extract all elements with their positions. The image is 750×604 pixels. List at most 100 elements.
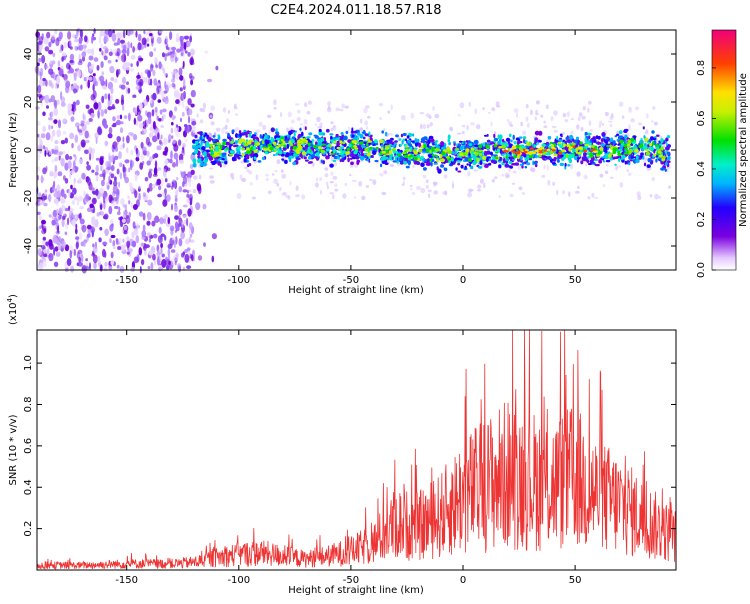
colorbar-tick-label: 0.0 <box>696 262 707 278</box>
spectrogram-peak-cell <box>494 151 499 154</box>
spectrogram-peak-cell <box>566 155 569 158</box>
spectrogram-noise-cell <box>46 105 49 109</box>
spectrogram-noise-cell <box>188 193 193 202</box>
x-tick-label: -150 <box>115 275 138 286</box>
spectrogram-haze-cell <box>498 195 501 199</box>
spectrogram-noise-cell <box>54 164 58 173</box>
spectrogram-band-cell <box>594 163 597 166</box>
spectrogram-band-cell <box>286 143 290 149</box>
spectrogram-noise-cell <box>93 28 96 34</box>
spectrogram-haze-cell <box>570 118 574 121</box>
spectrogram-haze-cell <box>316 116 321 122</box>
spectrogram-peak-cell <box>478 152 483 157</box>
spectrogram-noise-cell <box>108 205 113 215</box>
spectrogram-band-cell <box>311 139 315 142</box>
spectrogram-noise-cell <box>81 224 87 233</box>
spectrogram-band-cell <box>651 130 655 134</box>
spectrogram-haze-cell <box>467 192 472 198</box>
spectrogram-band-cell <box>454 157 459 161</box>
spectrogram-band-cell <box>624 160 627 165</box>
spectrogram-peak-cell <box>417 154 421 158</box>
spectrogram-band-cell <box>516 140 521 144</box>
spectrogram-noise-cell <box>164 235 167 241</box>
spectrogram-band-cell <box>374 159 379 163</box>
spectrogram-band-cell <box>498 134 503 140</box>
spectrogram-peak-cell <box>624 147 628 151</box>
spectrogram-band-cell <box>336 142 340 146</box>
spectrogram-noise-cell <box>130 202 133 209</box>
spectrogram-band-cell <box>597 135 601 140</box>
colorbar-ticks: 0.00.20.40.60.8 <box>696 60 716 278</box>
spectrogram-peak-cell <box>413 151 418 155</box>
spectrogram-band-cell <box>534 154 538 159</box>
spectrogram-noise-cell <box>91 169 95 173</box>
spectrogram-noise-cell <box>112 240 116 247</box>
spectrogram-haze-cell <box>562 113 566 118</box>
spectrogram-noise-cell <box>203 242 206 247</box>
spectrogram-haze-cell <box>410 188 413 191</box>
spectrogram-band-cell <box>199 143 203 148</box>
spectrogram-noise-cell <box>148 170 152 179</box>
spectrogram-band-cell <box>257 160 262 163</box>
spectrogram-noise-cell <box>88 55 94 61</box>
spectrogram-band-cell <box>570 140 573 143</box>
spectrogram-haze-cell <box>342 193 347 199</box>
spectrogram-haze-cell <box>279 186 282 192</box>
spectrogram-haze-cell <box>535 100 541 105</box>
spectrogram-peak-cell <box>364 147 369 152</box>
spectrogram-band-cell <box>305 159 309 162</box>
spectrogram-noise-cell <box>133 117 137 125</box>
spectrogram-noise-cell <box>135 119 139 127</box>
spectrogram-peak-cell <box>401 152 407 155</box>
spectrogram-noise-cell <box>171 138 176 144</box>
spectrogram-max-cell <box>568 146 573 149</box>
y-tick-label: 0.2 <box>23 521 34 537</box>
spectrogram-haze-cell <box>645 129 649 133</box>
spectrogram-noise-cell <box>119 114 123 120</box>
spectrogram-band-cell <box>197 158 201 164</box>
spectrogram-noise-cell <box>81 172 86 180</box>
spectrogram-noise-cell <box>51 159 54 163</box>
spectrogram-noise-cell <box>175 124 179 128</box>
spectrogram-noise-cell <box>152 183 156 189</box>
spectrogram-haze-cell <box>306 111 311 115</box>
spectrogram-band-cell <box>460 164 464 169</box>
spectrogram-peak-cell <box>557 141 562 145</box>
spectrogram-peak-cell <box>292 145 297 150</box>
spectrogram-band-cell <box>296 157 301 160</box>
spectrogram-haze-cell <box>190 163 193 169</box>
spectrogram-band-cell <box>482 142 486 147</box>
spectrogram-band-cell <box>234 140 238 145</box>
spectrogram-noise-cell <box>169 31 173 41</box>
spectrogram-peak-cell <box>342 141 346 144</box>
spectrogram-noise-cell <box>80 120 85 124</box>
spectrogram-noise-cell <box>57 225 60 234</box>
spectrogram-noise-cell <box>61 218 65 228</box>
spectrogram-band-cell <box>577 157 581 160</box>
spectrogram-band-cell <box>318 130 323 136</box>
spectrogram-peak-cell <box>516 154 520 160</box>
spectrogram-noise-cell <box>141 230 147 238</box>
spectrogram-band-cell <box>351 127 354 133</box>
spectrogram-noise-cell <box>92 254 98 264</box>
spectrogram-band-cell <box>239 133 242 138</box>
spectrogram-noise-cell <box>48 150 53 155</box>
spectrogram-noise-cell <box>182 60 185 68</box>
spectrogram-noise-cell <box>153 233 158 239</box>
spectrogram-band-cell <box>359 133 364 139</box>
spectrogram-peak-cell <box>210 153 213 156</box>
spectrogram-noise-cell <box>52 52 56 58</box>
spectrogram-haze-cell <box>445 190 448 196</box>
spectrogram-band-cell <box>572 148 576 153</box>
spectrogram-band-cell <box>560 154 564 157</box>
spectrogram-haze-cell <box>349 174 352 177</box>
spectrogram-peak-cell <box>216 143 221 146</box>
spectrogram-peak-cell <box>280 144 284 147</box>
spectrogram-haze-cell <box>410 112 415 119</box>
spectrogram-noise-cell <box>135 30 138 38</box>
spectrogram-band-cell <box>394 140 398 143</box>
spectrogram-noise-cell <box>165 38 169 43</box>
spectrogram-noise-cell <box>69 66 73 72</box>
spectrogram-noise-cell <box>61 204 66 211</box>
spectrogram-haze-cell <box>289 180 292 186</box>
